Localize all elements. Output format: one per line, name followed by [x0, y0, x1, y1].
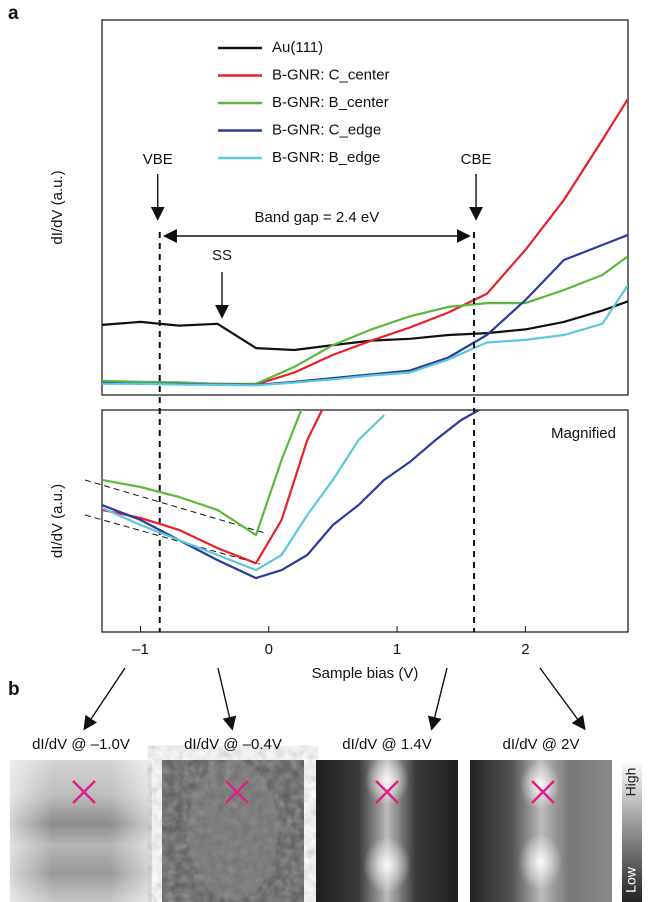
ss-label: SS [212, 247, 232, 264]
plot-lines [102, 410, 482, 580]
band-edge-label: VBE [143, 151, 173, 168]
map-title: dI/dV @ –1.0V [32, 736, 130, 753]
legend-label: Au(111) [272, 39, 323, 56]
arrow [83, 667, 126, 731]
band-gap-label: Band gap = 2.4 eV [255, 209, 380, 226]
map-image [316, 755, 458, 902]
colorbar-label: Low [623, 866, 639, 893]
map-title: dI/dV @ –0.4V [184, 736, 282, 753]
series-line [102, 284, 628, 387]
band-edge-label: CBE [461, 151, 492, 168]
panel-label: a [8, 3, 19, 24]
map-image [10, 760, 152, 902]
colorbar-label: High [623, 768, 639, 797]
y-axis-label: dI/dV (a.u.) [49, 170, 66, 244]
annotation: Magnified [551, 425, 616, 442]
x-axis-label: Sample bias (V) [312, 665, 419, 682]
legend-label: B-GNR: C_edge [272, 121, 381, 138]
arrow [539, 667, 586, 731]
series-line [102, 410, 324, 565]
map-title: dI/dV @ 1.4V [342, 736, 431, 753]
y-axis-label: dI/dV (a.u.) [49, 484, 66, 558]
series-line [102, 414, 385, 572]
legend-label: B-GNR: B_center [272, 94, 389, 111]
map-image [470, 760, 612, 902]
panel-label: b [8, 679, 20, 700]
plot-frame [101, 19, 629, 396]
legend-label: B-GNR: B_edge [272, 149, 380, 166]
plot-frame [101, 409, 629, 633]
x-tick-label: 1 [393, 641, 401, 658]
series-line [102, 410, 303, 537]
x-tick-label: 0 [265, 641, 273, 658]
colorbar [622, 760, 642, 902]
arrow [427, 667, 448, 731]
series-line [102, 255, 628, 385]
x-tick-label: 2 [521, 641, 529, 658]
series-line [102, 233, 628, 386]
legend-label: B-GNR: C_center [272, 66, 390, 83]
fit-line [84, 514, 261, 565]
x-tick-label: –1 [132, 641, 149, 658]
fit-line [84, 479, 266, 534]
arrow [217, 667, 237, 731]
position-marker [72, 780, 555, 804]
plot-lines [102, 98, 628, 387]
map-image [162, 760, 304, 902]
map-title: dI/dV @ 2V [503, 736, 580, 753]
